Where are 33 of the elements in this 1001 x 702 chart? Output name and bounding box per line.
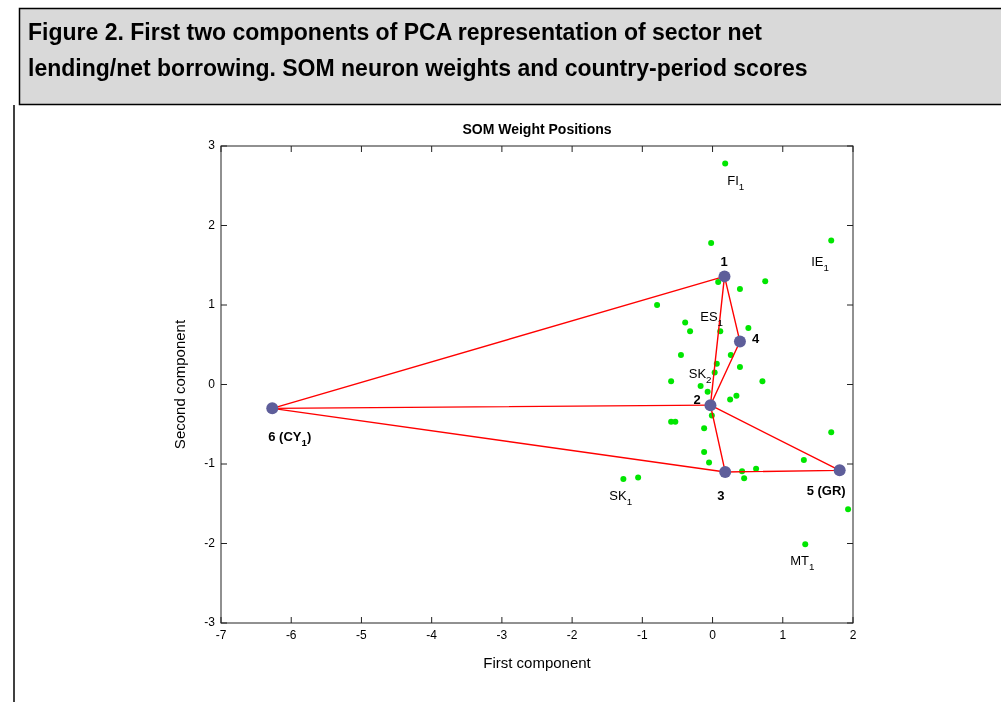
x-axis-title: First component [483,654,592,671]
y-tick-label: 0 [208,376,216,391]
x-tick-label: -6 [285,628,297,642]
x-tick-label: 1 [779,628,787,642]
annotation: 2 [693,392,701,408]
annotation: SK$_{1}$ [609,488,633,508]
annotation: FI$_{1}$ [727,173,745,193]
x-tick-label: 2 [849,628,857,642]
x-tick-label: -4 [426,628,438,642]
y-tick-label: 1 [208,297,216,312]
y-tick-label: -1 [204,456,216,471]
annotation: 1 [720,254,728,270]
y-tick-label: -2 [204,535,216,550]
x-tick-label: -1 [637,628,648,642]
annotation: SK$_{2}$ [688,366,712,385]
annotation: MT$_{1}$ [790,553,815,573]
chart-title: Figure 2. First two components of PCA representation of sector net lending/net borrowing. SOM neuron weights and country-period scores [28,19,808,81]
annotation: ES$_{1}$ [700,309,724,329]
chart-subtitle: SOM Weight Positions [462,121,612,137]
x-tick-label: 0 [709,628,717,642]
y-axis-title: Second component [171,319,188,450]
y-tick-label: -3 [204,615,216,630]
annotation: IE$_{1}$ [811,254,829,273]
x-tick-label: -3 [496,628,508,642]
y-tick-label: 2 [208,217,216,232]
annotation: 6 (CY$_{1}$) [268,429,312,449]
y-tick-label: 3 [208,138,216,153]
annotation: 5 (GR) [806,483,846,499]
x-tick-label: -7 [215,628,227,642]
annotation: 3 [717,488,725,504]
annotation: 4 [751,331,760,347]
x-tick-label: -2 [566,628,578,642]
x-tick-label: -5 [356,628,368,642]
